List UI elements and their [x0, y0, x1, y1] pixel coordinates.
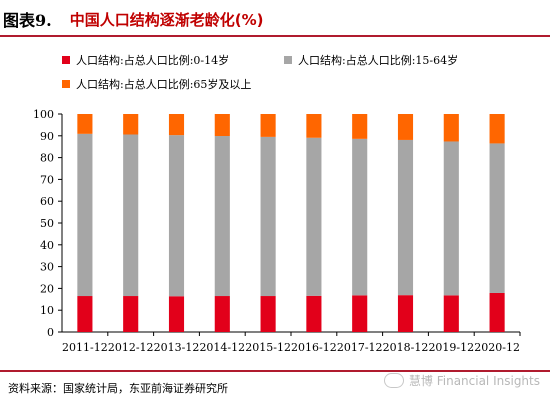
y-tick-label: 10 — [40, 304, 54, 317]
y-tick-label: 30 — [40, 261, 54, 274]
source-note: 资料来源：国家统计局，东亚前海证券研究所 — [8, 382, 228, 395]
bar-segment-15-64 — [123, 134, 139, 297]
bar-segment-65-plus — [306, 114, 322, 138]
legend-item-65-plus: 人口结构:占总人口比例:65岁及以上 — [62, 76, 251, 92]
stacked-bar-chart: 0 10 20 30 40 50 60 70 80 90 100 2011-12 2012-12 2013… — [33, 108, 521, 354]
legend-swatch-15-64 — [284, 56, 292, 64]
y-tick-label: 60 — [40, 195, 54, 208]
chart-title: 中国人口结构逐渐老龄化(%) — [69, 10, 264, 29]
x-tick-label: 2017-12 — [337, 341, 383, 354]
figure-label: 图表9. — [3, 11, 52, 30]
bar-segment-0-14 — [352, 295, 368, 332]
y-tick-label: 70 — [40, 173, 54, 186]
bar-segment-0-14 — [489, 292, 505, 332]
legend-label-65-plus: 人口结构:占总人口比例:65岁及以上 — [76, 78, 252, 91]
x-tick-label: 2018-12 — [383, 341, 429, 354]
x-tick-label: 2016-12 — [291, 341, 337, 354]
bar-segment-0-14 — [306, 295, 322, 332]
bar-segment-65-plus — [397, 114, 414, 140]
legend-swatch-0-14 — [62, 56, 70, 64]
x-tick-label: 2012-12 — [108, 341, 154, 354]
x-tick-label: 2015-12 — [245, 341, 291, 354]
bar-segment-65-plus — [260, 114, 276, 137]
bar-segment-65-plus — [443, 114, 459, 142]
x-tick-label: 2011-12 — [62, 341, 108, 354]
legend-label-15-64: 人口结构:占总人口比例:15-64岁 — [298, 54, 459, 67]
bar-segment-65-plus — [352, 114, 368, 139]
bar-segment-65-plus — [168, 114, 185, 136]
y-tick-label: 40 — [40, 239, 54, 252]
watermark: 慧博 Financial Insights — [383, 372, 540, 389]
y-tick-label: 100 — [33, 108, 54, 121]
legend-item-0-14: 人口结构:占总人口比例:0-14岁 — [62, 52, 229, 68]
footer-divider — [0, 370, 550, 372]
legend-label-0-14: 人口结构:占总人口比例:0-14岁 — [76, 54, 230, 67]
bar-segment-65-plus — [214, 114, 230, 137]
legend-swatch-65-plus — [62, 80, 70, 88]
x-tick-label: 2013-12 — [154, 341, 200, 354]
x-tick-label: 2014-12 — [199, 341, 245, 354]
bar-segment-0-14 — [77, 296, 93, 332]
title-bar: 图表9. 中国人口结构逐渐老龄化(%) — [0, 0, 550, 38]
bar-segment-15-64 — [352, 138, 368, 296]
bar-segment-65-plus — [123, 114, 139, 135]
bar-segment-15-64 — [306, 137, 322, 296]
header-divider — [0, 35, 550, 37]
bar-segment-0-14 — [123, 296, 139, 332]
bar-segment-15-64 — [214, 136, 230, 297]
y-tick-label: 0 — [47, 326, 54, 339]
bar-segment-0-14 — [443, 295, 459, 332]
bar-segment-15-64 — [260, 136, 276, 297]
x-tick-label: 2020-12 — [474, 341, 520, 354]
bar-segment-0-14 — [168, 296, 185, 332]
y-tick-label: 20 — [40, 282, 54, 295]
x-tick-label: 2019-12 — [428, 341, 474, 354]
bar-segment-15-64 — [489, 143, 505, 293]
y-tick-label: 80 — [40, 152, 54, 165]
legend-item-15-64: 人口结构:占总人口比例:15-64岁 — [284, 52, 458, 68]
bar-segment-0-14 — [214, 296, 230, 332]
bar-segment-15-64 — [168, 135, 185, 297]
bar-segment-15-64 — [77, 133, 93, 297]
wechat-icon — [383, 373, 404, 388]
y-tick-label: 90 — [40, 130, 54, 143]
bar-segment-0-14 — [260, 296, 276, 332]
bar-segment-65-plus — [77, 114, 93, 134]
bar-segment-15-64 — [443, 141, 459, 296]
y-tick-label: 50 — [40, 217, 54, 230]
bar-segment-65-plus — [489, 114, 505, 144]
bar-segment-15-64 — [397, 139, 414, 296]
bar-segment-0-14 — [397, 295, 414, 332]
watermark-text: 慧博 Financial Insights — [408, 374, 540, 388]
